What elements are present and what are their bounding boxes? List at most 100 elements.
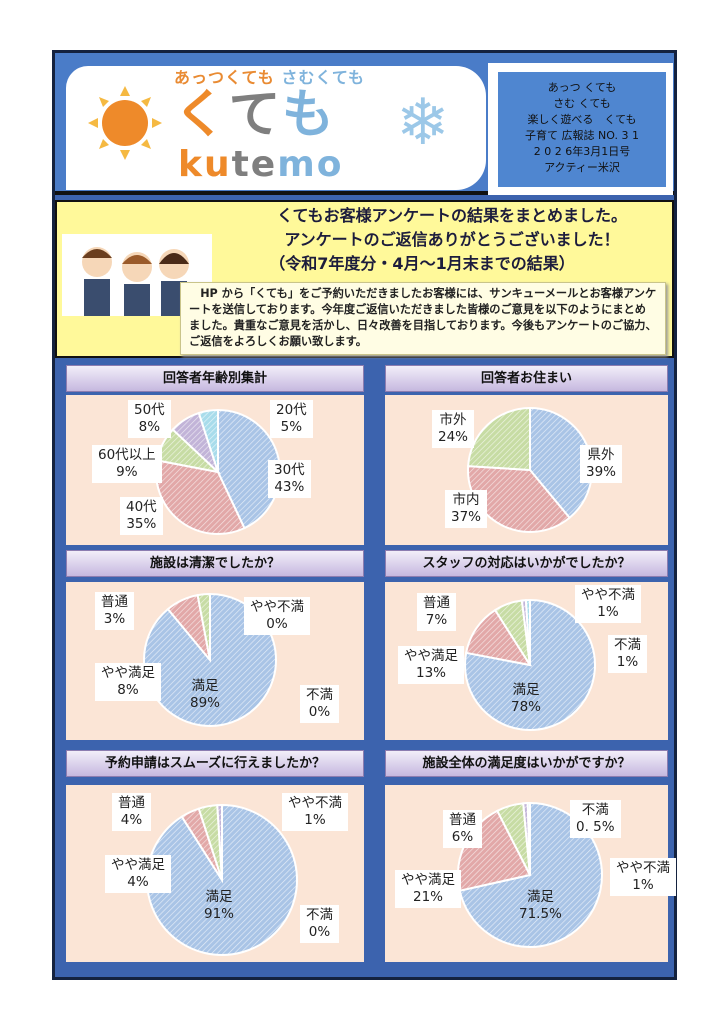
data-label-value: 6%	[451, 829, 474, 845]
logo-char: て	[228, 85, 282, 145]
sun-icon	[88, 86, 162, 160]
snowflake-icon: ❄	[396, 86, 450, 160]
chart-title: 回答者年齢別集計	[66, 365, 364, 392]
data-label-category: やや不満	[581, 587, 635, 603]
chart-title: 回答者お住まい	[385, 365, 668, 392]
data-label: 50代 8%	[128, 400, 171, 438]
data-label: 30代 43%	[268, 460, 311, 498]
data-label-value: 0%	[308, 704, 331, 720]
logo-sub-cold: さむくても	[281, 68, 366, 87]
data-label-category: 普通	[118, 795, 145, 811]
data-label-category: 普通	[449, 812, 476, 828]
intro-message: HP から「くても」をご予約いただきましたお客様には、サンキューメールとお客様ア…	[180, 282, 666, 355]
data-label-value: 8%	[138, 419, 161, 435]
data-label: 普通 3%	[95, 592, 134, 630]
data-label-value: 89%	[190, 695, 221, 711]
kutemo-logo: あっつくても さむくても くても kutemo ❄	[66, 66, 486, 190]
data-label-value: 39%	[586, 464, 617, 480]
data-label-value: 91%	[204, 906, 235, 922]
data-label: 普通 6%	[443, 810, 482, 848]
data-label: 県外 39%	[580, 445, 623, 483]
data-label-category: 不満	[581, 802, 609, 818]
data-label-category: 50代	[134, 402, 165, 418]
data-label: やや不満 1%	[282, 793, 348, 831]
data-label-value: 8%	[117, 682, 139, 698]
data-label-value: 1%	[597, 604, 619, 620]
chart-title: スタッフの対応はいかがでしたか？	[385, 550, 668, 577]
logo-char: も	[281, 85, 338, 145]
data-label: 普通 4%	[112, 793, 151, 831]
info-line: 楽しく遊べる くても	[527, 113, 637, 126]
data-label: 60代以上 9%	[92, 445, 162, 483]
info-line: 子育て 広報誌 NO. 3 1	[525, 129, 639, 142]
pie-chart	[155, 408, 281, 535]
data-label-category: 市外	[439, 412, 467, 428]
data-label: 不満 1%	[608, 635, 647, 673]
data-label-value: 0%	[266, 616, 288, 632]
info-line: アクティー米沢	[544, 161, 620, 174]
logo-char: く	[174, 85, 229, 145]
issue-info: あっつ くても さむ くても 楽しく遊べる くても 子育て 広報誌 NO. 3 …	[498, 72, 666, 187]
pie-slice-red	[467, 465, 571, 533]
intro-title-3: （令和7年度分・4月～1月末までの結果）	[269, 254, 575, 273]
data-label-value: 78%	[511, 699, 542, 715]
data-label-value: 4%	[127, 874, 149, 890]
pie-slice-blue	[217, 408, 281, 530]
data-label-category: 満足	[191, 678, 219, 694]
logo-sub-hot: あっつくても	[174, 68, 275, 87]
pie-slice-cyan	[526, 801, 531, 876]
data-label-value: 5%	[280, 419, 303, 435]
data-label: 満足 91%	[198, 887, 240, 925]
data-label-category: 不満	[306, 687, 333, 703]
pie-chart	[146, 803, 298, 956]
logo-en: ku	[178, 144, 232, 185]
data-label-category: 県外	[587, 447, 615, 463]
data-label-value: 9%	[116, 464, 138, 480]
data-label-category: 普通	[101, 594, 128, 610]
data-label: 不満 0%	[300, 685, 339, 723]
data-label: 満足 89%	[184, 676, 226, 714]
data-label-category: 普通	[423, 595, 450, 611]
pie-slice-blue	[464, 598, 596, 731]
data-label-value: 37%	[451, 509, 482, 525]
pie-chart	[464, 598, 596, 731]
data-label-value: 21%	[412, 889, 443, 905]
data-label: やや不満 0%	[244, 597, 310, 635]
data-label-category: 市内	[452, 492, 480, 508]
logo-en: te	[231, 144, 278, 185]
data-label: 市外 24%	[432, 410, 475, 448]
data-label: 満足 78%	[505, 680, 547, 718]
data-label-category: やや満足	[401, 872, 455, 888]
pie-slice-cyan	[524, 598, 531, 666]
data-label-category: やや不満	[250, 599, 304, 615]
data-label: やや満足 8%	[95, 663, 161, 701]
data-label-value: 7%	[425, 612, 448, 628]
data-label-value: 1%	[304, 812, 326, 828]
data-label-category: 60代以上	[98, 447, 156, 463]
info-line: 2 0 2 6年3月1日号	[533, 145, 631, 158]
data-label: やや不満 1%	[575, 585, 641, 623]
data-label-value: 71.5%	[519, 906, 562, 922]
data-label-category: 満足	[205, 889, 233, 905]
data-label-value: 35%	[126, 516, 157, 532]
data-label: 20代 5%	[270, 400, 313, 438]
data-label: 不満 0%	[300, 905, 339, 943]
data-label-category: やや満足	[404, 648, 458, 664]
data-label-value: 1%	[616, 654, 639, 670]
data-label-category: やや不満	[288, 795, 342, 811]
data-label: 満足 71.5%	[513, 887, 568, 925]
data-label-value: 4%	[120, 812, 143, 828]
data-label-category: やや不満	[616, 860, 670, 876]
data-label-value: 0. 5%	[576, 819, 615, 835]
data-label-category: 不満	[306, 907, 333, 923]
pie-slice-purple	[216, 803, 223, 881]
pie-chart	[143, 592, 277, 727]
data-label-category: 20代	[276, 402, 307, 418]
data-label-category: 30代	[274, 462, 305, 478]
data-label-value: 3%	[103, 611, 126, 627]
data-label: 不満 0. 5%	[570, 800, 621, 838]
intro-title-1: くてもお客様アンケートの結果をまとめました。	[276, 206, 628, 225]
data-label: やや不満 1%	[610, 858, 676, 896]
pie-slice-green	[467, 406, 531, 472]
chart-title: 予約申請はスムーズに行えましたか？	[66, 750, 364, 777]
